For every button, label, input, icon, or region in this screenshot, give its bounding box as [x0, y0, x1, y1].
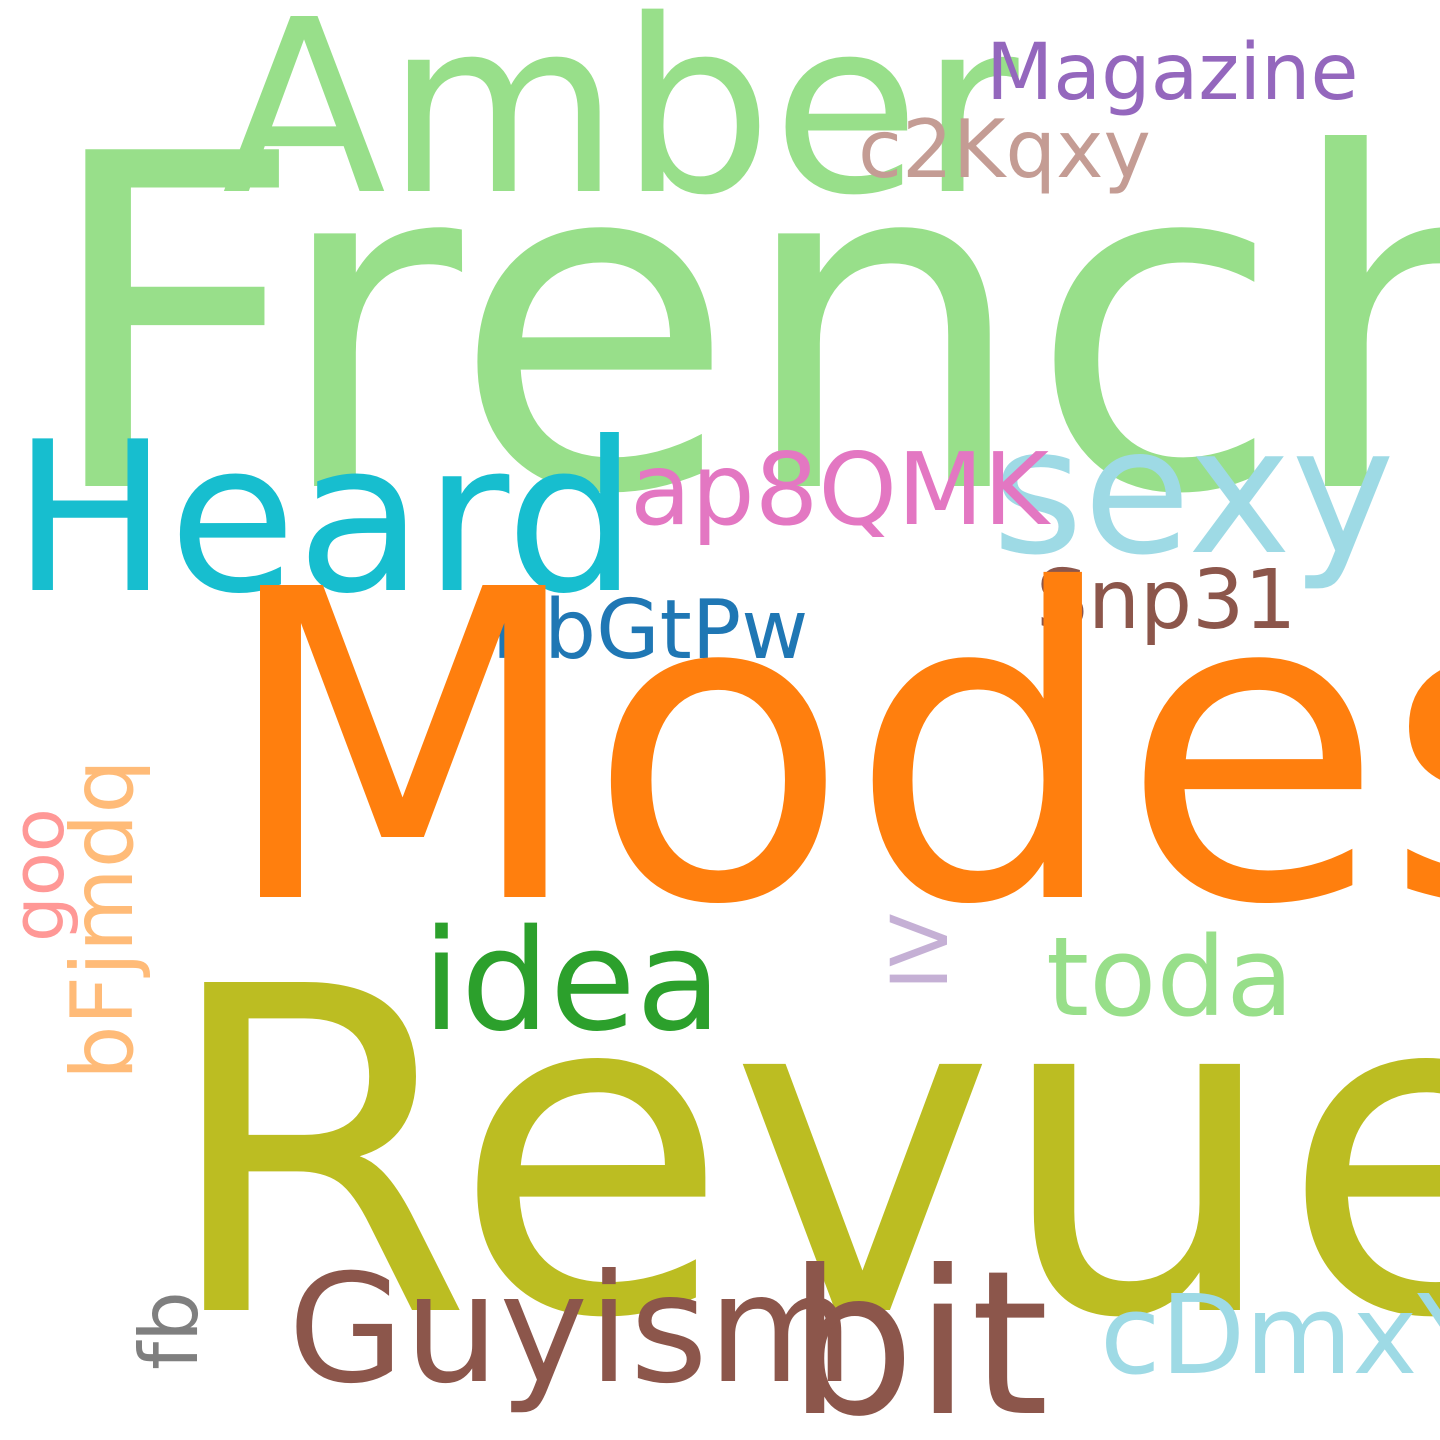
word-bit: bit — [788, 1228, 1049, 1440]
word-bfjmdq: bFjmdq — [53, 759, 153, 1080]
word-guyism: Guyism — [288, 1243, 855, 1417]
word-sexy: sexy — [992, 391, 1395, 594]
word-bbgtpw: bbGtPw — [492, 583, 809, 678]
word-cdmxyj: cDmxYJ — [1100, 1271, 1440, 1399]
word-magazine: Magazine — [986, 28, 1359, 118]
word-c2kqxy: c2Kqxy — [858, 103, 1151, 196]
word-ap8qmk: ap8QMK — [630, 431, 1049, 548]
word-modes: Modes — [218, 500, 1440, 998]
word-amber: Amber — [222, 0, 1019, 248]
word-revue: Revue — [160, 893, 1440, 1417]
word-toda: toda — [1046, 913, 1294, 1041]
word-fb: fb — [123, 1291, 216, 1370]
word-heard: Heard — [12, 398, 638, 640]
word-french: French — [40, 57, 1440, 595]
word-idea: idea — [422, 900, 722, 1063]
word-snp31: Snp31 — [1036, 553, 1297, 648]
